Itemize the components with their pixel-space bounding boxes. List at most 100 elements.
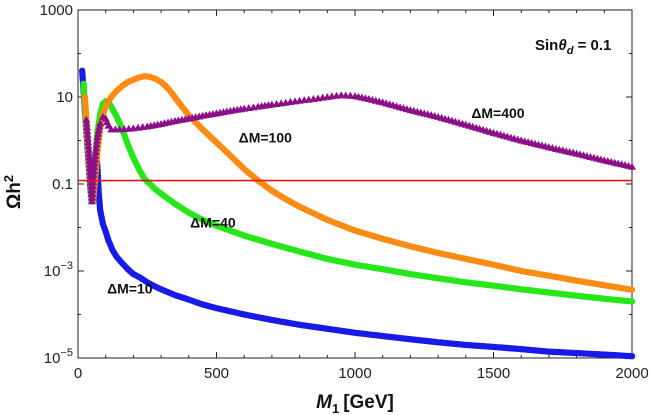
y-tick-label: 10−5 xyxy=(44,347,73,367)
data-point xyxy=(89,174,98,182)
data-point xyxy=(91,151,100,159)
series-layer xyxy=(78,67,636,360)
data-point xyxy=(222,107,231,115)
y-axis-title: Ωh2 xyxy=(1,175,25,209)
data-point xyxy=(132,75,140,82)
data-point xyxy=(127,77,134,85)
data-point xyxy=(91,148,100,156)
series-label: ΔM=400 xyxy=(471,105,524,121)
data-point xyxy=(571,349,578,357)
data-point xyxy=(88,193,97,201)
data-point xyxy=(430,111,439,119)
data-point xyxy=(144,73,151,80)
data-point xyxy=(83,134,92,142)
x-tick-label: 1000 xyxy=(338,365,371,382)
x-tick-label: 2000 xyxy=(615,365,648,382)
tick-labels: 0 500 1000 1500 2000 1000 10 0.1 10−3 10−5 xyxy=(40,2,649,382)
data-point xyxy=(149,74,156,82)
series-label: ΔM=40 xyxy=(190,215,236,231)
data-point xyxy=(304,95,313,103)
series-label: ΔM=100 xyxy=(239,129,292,145)
series-2 xyxy=(80,80,636,305)
series-labels: ΔM=10 ΔM=40 ΔM=100 ΔM=400 xyxy=(107,105,525,297)
axis-ticks xyxy=(77,9,633,359)
data-point xyxy=(111,125,120,133)
y-tick-label: 10−3 xyxy=(44,260,73,280)
data-point xyxy=(96,119,105,127)
data-point xyxy=(264,101,273,109)
data-point xyxy=(195,112,204,120)
data-point xyxy=(92,140,101,148)
data-point xyxy=(153,120,162,128)
x-tick-label: 500 xyxy=(204,365,229,382)
data-point xyxy=(596,155,605,163)
data-point xyxy=(624,161,633,169)
data-point xyxy=(598,351,606,358)
plot-frame xyxy=(77,9,633,359)
data-point xyxy=(90,163,99,171)
data-point xyxy=(85,160,94,168)
data-point xyxy=(402,105,411,113)
series-4 xyxy=(82,91,636,205)
data-point xyxy=(83,130,92,138)
data-point xyxy=(88,185,97,193)
data-point xyxy=(541,142,550,150)
data-point xyxy=(88,182,97,190)
y-axis-title-group: Ωh2 xyxy=(1,175,25,209)
x-axis-title: M1 [GeV] xyxy=(316,392,394,415)
data-point xyxy=(88,189,97,197)
series-1 xyxy=(78,67,636,360)
data-point xyxy=(155,77,162,84)
data-point xyxy=(626,297,633,305)
data-point xyxy=(432,338,439,346)
data-point xyxy=(124,124,133,132)
data-point xyxy=(134,273,142,280)
data-point xyxy=(117,258,124,265)
data-point xyxy=(515,345,523,353)
data-point xyxy=(89,178,98,186)
data-point xyxy=(569,148,578,156)
data-point xyxy=(236,105,245,113)
data-point xyxy=(90,159,99,167)
data-point xyxy=(458,119,467,127)
data-point xyxy=(99,218,106,225)
data-point xyxy=(460,341,467,348)
data-point xyxy=(318,93,327,101)
data-point xyxy=(92,136,101,144)
data-point xyxy=(141,277,149,284)
data-point xyxy=(290,97,299,105)
data-point xyxy=(181,115,190,123)
data-point xyxy=(626,352,633,360)
data-point xyxy=(82,123,91,131)
data-point xyxy=(82,115,91,123)
sin-theta-annotation: Sinθd = 0.1 xyxy=(535,37,611,57)
series-3 xyxy=(81,73,636,293)
series-label: ΔM=10 xyxy=(107,281,153,297)
data-point xyxy=(85,153,94,161)
x-tick-label: 0 xyxy=(74,365,82,382)
data-point xyxy=(84,145,93,153)
data-point xyxy=(138,123,147,131)
data-point xyxy=(209,109,218,117)
data-point xyxy=(85,149,94,157)
data-point xyxy=(83,127,92,135)
data-point xyxy=(277,99,286,107)
data-point xyxy=(138,73,145,81)
y-tick-label: 1000 xyxy=(40,2,73,19)
data-point xyxy=(332,91,341,99)
data-point xyxy=(95,122,104,130)
data-point xyxy=(513,135,522,143)
data-point xyxy=(84,142,93,150)
data-point xyxy=(84,138,93,146)
data-point xyxy=(103,118,112,126)
data-point xyxy=(96,204,104,212)
data-point xyxy=(375,97,384,105)
data-point xyxy=(346,91,355,99)
y-tick-label: 0.1 xyxy=(52,176,73,193)
data-point xyxy=(571,292,578,299)
data-point xyxy=(598,295,606,302)
data-point xyxy=(92,144,101,152)
data-point xyxy=(112,251,119,258)
data-point xyxy=(91,155,100,163)
